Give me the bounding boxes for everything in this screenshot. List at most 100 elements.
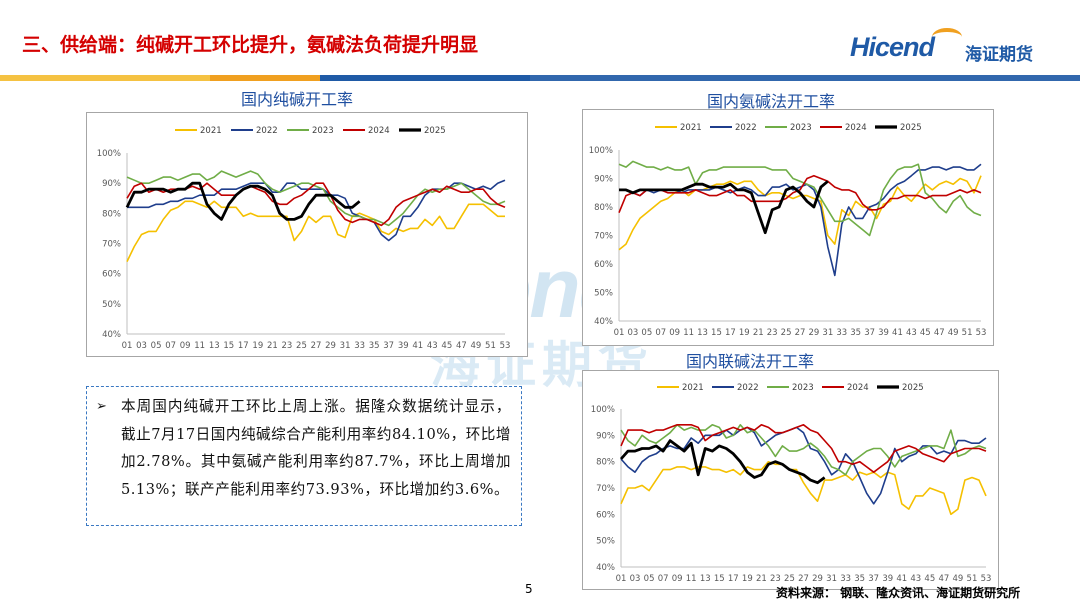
legend-label: 2021 — [200, 126, 222, 136]
chart-title-soda-ash: 国内纯碱开工率 — [241, 90, 354, 109]
x-tick-label: 39 — [882, 574, 893, 584]
y-tick-label: 80% — [102, 209, 121, 219]
y-tick-label: 80% — [596, 458, 615, 468]
x-tick-label: 07 — [655, 328, 666, 338]
x-tick-label: 29 — [809, 328, 820, 338]
x-tick-label: 41 — [896, 574, 907, 584]
x-tick-label: 43 — [427, 341, 438, 351]
y-tick-label: 50% — [594, 289, 613, 299]
x-tick-label: 25 — [296, 341, 307, 351]
chart-title-joint-soda: 国内联碱法开工率 — [686, 352, 815, 371]
legend-label: 2022 — [735, 123, 757, 133]
page-number: 5 — [525, 582, 533, 596]
x-tick-label: 01 — [616, 574, 627, 584]
x-tick-label: 21 — [753, 328, 764, 338]
x-tick-label: 37 — [864, 328, 875, 338]
y-tick-label: 90% — [596, 431, 615, 441]
x-tick-label: 15 — [223, 341, 234, 351]
x-tick-label: 39 — [398, 341, 409, 351]
company-logo: Hicend 海证期货 — [850, 28, 1055, 68]
x-tick-label: 39 — [878, 328, 889, 338]
series-line-2025 — [619, 439, 826, 485]
y-tick-label: 90% — [594, 175, 613, 185]
x-tick-label: 05 — [644, 574, 655, 584]
x-tick-label: 51 — [967, 574, 978, 584]
x-tick-label: 33 — [840, 574, 851, 584]
y-tick-label: 60% — [596, 510, 615, 520]
x-tick-label: 11 — [194, 341, 205, 351]
chart-svg: 40%50%60%70%80%90%100%01 03 05 07 09 11 13 15 17… — [97, 126, 511, 351]
legend-label: 2021 — [682, 383, 704, 393]
x-tick-label: 51 — [485, 341, 496, 351]
x-tick-label: 01 — [122, 341, 133, 351]
series-line-2025 — [125, 181, 361, 221]
x-tick-label: 47 — [934, 328, 945, 338]
series-line-2023 — [620, 423, 987, 476]
x-tick-label: 45 — [441, 341, 452, 351]
x-tick-label: 49 — [953, 574, 964, 584]
source-note: 资料来源： 钢联、隆众资讯、海证期货研究所 — [776, 586, 1021, 600]
x-tick-label: 13 — [700, 574, 711, 584]
y-tick-label: 80% — [594, 203, 613, 213]
legend-label: 2021 — [680, 123, 702, 133]
x-tick-label: 29 — [325, 341, 336, 351]
x-tick-label: 09 — [180, 341, 191, 351]
series-line-2024 — [126, 182, 506, 227]
logo-arc-icon — [932, 28, 962, 46]
series-line-2022 — [619, 163, 982, 277]
legend-label: 2024 — [845, 123, 867, 133]
x-tick-label: 23 — [770, 574, 781, 584]
summary-box: ➢ 本周国内纯碱开工环比上周上涨。据隆众数据统计显示，截止7月17日国内纯碱综合… — [86, 386, 522, 526]
x-tick-label: 19 — [742, 574, 753, 584]
series-line-2024 — [620, 423, 987, 473]
x-tick-label: 15 — [711, 328, 722, 338]
series-line-2021 — [620, 460, 987, 516]
x-tick-label: 33 — [836, 328, 847, 338]
x-tick-label: 53 — [981, 574, 992, 584]
chart-ammonia-soda: 40% 50% 60% 70% 80% 90% 100% 01 03 05 07 09 11 13 15 17… — [582, 109, 994, 346]
legend-label: 2024 — [847, 383, 869, 393]
x-tick-label: 37 — [868, 574, 879, 584]
chart-svg: 40%50%60%70%80%90%100%01 03 05 07 09 11 13 15 17… — [589, 123, 987, 338]
x-tick-label: 03 — [136, 341, 147, 351]
x-tick-label: 27 — [795, 328, 806, 338]
page-title: 三、供给端：纯碱开工环比提升，氨碱法负荷提升明显 — [22, 34, 479, 56]
series-line-2021 — [126, 200, 505, 262]
chart-svg: 40%50%60%70%80%90%100%01 03 05 07 09 11 13 15 17… — [591, 383, 992, 584]
y-tick-label: 70% — [102, 240, 121, 250]
x-tick-label: 35 — [854, 574, 865, 584]
legend-label: 2022 — [256, 126, 278, 136]
x-tick-label: 03 — [630, 574, 641, 584]
summary-paragraph: 本周国内纯碱开工环比上周上涨。据隆众数据统计显示，截止7月17日国内纯碱综合产能… — [121, 398, 511, 498]
y-tick-label: 50% — [102, 300, 121, 310]
x-tick-label: 25 — [784, 574, 795, 584]
legend-label: 2025 — [424, 126, 446, 136]
bullet-arrow-icon: ➢ — [96, 399, 108, 414]
x-tick-label: 31 — [826, 574, 837, 584]
x-tick-label: 05 — [151, 341, 162, 351]
x-tick-label: 09 — [669, 328, 680, 338]
x-tick-label: 29 — [812, 574, 823, 584]
x-tick-label: 53 — [500, 341, 511, 351]
x-tick-label: 33 — [354, 341, 365, 351]
x-tick-label: 03 — [628, 328, 639, 338]
series-line-2022 — [620, 426, 987, 505]
x-tick-label: 13 — [209, 341, 220, 351]
x-tick-label: 17 — [238, 341, 249, 351]
x-tick-label: 49 — [948, 328, 959, 338]
x-tick-label: 47 — [938, 574, 949, 584]
y-tick-label: 60% — [594, 260, 613, 270]
x-tick-label: 27 — [311, 341, 322, 351]
chart-soda-ash: 40% 50% 60% 70% 80% 90% 100% 01 03 05 07 09 11 13 15 17… — [86, 112, 528, 357]
y-tick-label: 100% — [591, 405, 615, 415]
y-tick-label: 60% — [102, 270, 121, 280]
legend-label: 2022 — [737, 383, 759, 393]
x-tick-label: 45 — [920, 328, 931, 338]
x-tick-label: 11 — [683, 328, 694, 338]
x-tick-label: 45 — [924, 574, 935, 584]
chart-joint-soda: 40% 50% 60% 70% 80% 90% 100% 01 03 05 07 09 11 13 15 17… — [582, 370, 999, 590]
x-tick-label: 15 — [714, 574, 725, 584]
x-tick-label: 07 — [658, 574, 669, 584]
y-tick-label: 90% — [102, 179, 121, 189]
y-tick-label: 100% — [589, 146, 613, 156]
